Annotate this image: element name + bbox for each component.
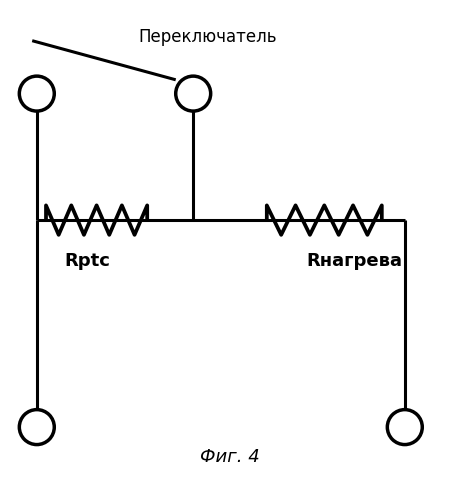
Text: Rнагрева: Rнагрева <box>305 252 401 270</box>
Text: Фиг. 4: Фиг. 4 <box>200 448 259 466</box>
Text: Переключатель: Переключатель <box>138 28 276 46</box>
Text: Rptc: Rptc <box>64 252 110 270</box>
